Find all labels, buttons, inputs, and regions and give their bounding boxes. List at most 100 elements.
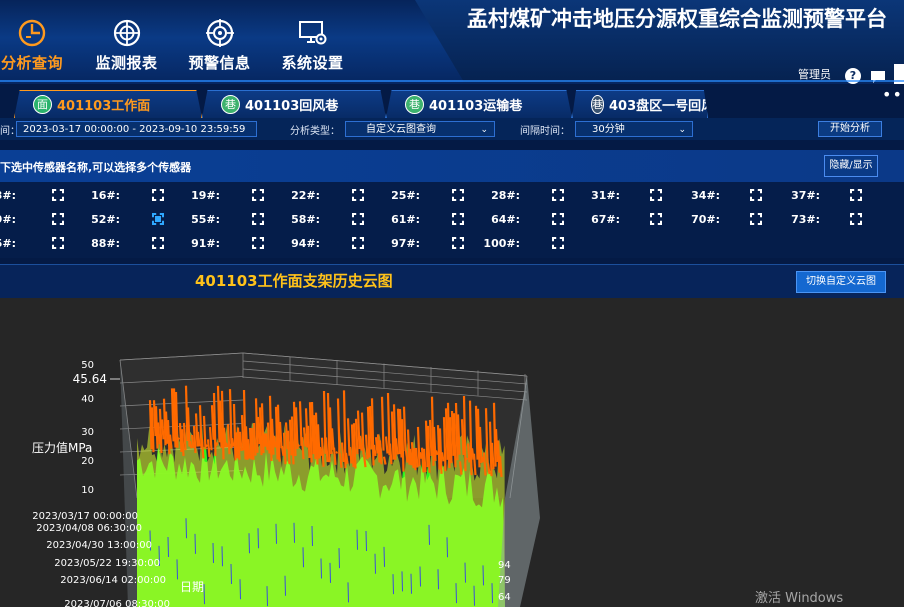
surface-peak (288, 419, 293, 456)
surface-peak (465, 457, 469, 461)
sensor-label: 22#: (291, 189, 320, 202)
surface-peak (170, 388, 175, 442)
sensor-checkbox[interactable] (750, 189, 762, 201)
sensor-checkbox[interactable] (152, 213, 164, 225)
date-tick-label: 2023/06/14 02:00:00 (60, 575, 166, 586)
nav-system-settings[interactable]: 系统设置 (266, 0, 359, 84)
surface-peak (205, 444, 209, 448)
grid-line (242, 360, 528, 385)
surface-peak (332, 447, 337, 465)
surface-peak (268, 395, 273, 462)
surface-peak (458, 461, 463, 475)
sensor-checkbox[interactable] (252, 213, 264, 225)
surface-low-streak (473, 585, 475, 606)
surface-peak (474, 405, 479, 460)
sensor-label: 28#: (491, 189, 520, 202)
sensor-checkbox[interactable] (52, 213, 64, 225)
surface-peak (426, 425, 431, 473)
date-tick-label: 2023/03/17 00:00:00 (32, 511, 138, 522)
surface-peak (262, 433, 267, 447)
surface-peak (236, 427, 241, 460)
sensor-checkbox[interactable] (352, 213, 364, 225)
surface-peak (396, 408, 401, 455)
surface-peak (290, 416, 295, 465)
surface-peak (148, 400, 153, 450)
surface-peak (220, 390, 225, 460)
fullscreen-icon[interactable] (894, 64, 904, 84)
nav-label: 预警信息 (188, 53, 251, 72)
sensor-checkbox[interactable] (352, 189, 364, 201)
surface-chart[interactable]: 50 40 30 20 10 45.64 压力值MPa 2023/03/17 00:00:00… (0, 298, 904, 607)
surface-peak (342, 390, 347, 469)
sensor-checkbox[interactable] (650, 189, 662, 201)
surface-low-streak (491, 583, 493, 604)
sensor-checkbox[interactable] (152, 237, 164, 249)
surface-peak (432, 426, 437, 461)
sensor-checkbox[interactable] (650, 213, 662, 225)
sensor-checkbox[interactable] (252, 189, 264, 201)
sensor-grid: 13#: 16#: 19#: 22#: 25#: 28#: 31#: 34#: 37#: 49#:… (0, 182, 904, 258)
surface-low-streak (365, 530, 367, 552)
analysis-type-select[interactable]: 自定义云图查询 ⌄ (345, 121, 495, 137)
surface-peak (150, 407, 155, 453)
surface-peak (352, 423, 357, 469)
surface-low-streak (167, 536, 169, 558)
tab-403-panel-return[interactable]: 巷 403盘区一号回风 (572, 90, 708, 118)
axis-line (242, 352, 528, 377)
sensor-checkbox[interactable] (352, 237, 364, 249)
nav-label: 系统设置 (281, 53, 344, 72)
surface-peak (258, 407, 263, 456)
surface-peak (384, 436, 389, 454)
nav-analysis-query[interactable]: 分析查询 (0, 0, 68, 84)
switch-custom-cloud-button[interactable]: 切换自定义云图 (796, 271, 886, 293)
admin-user[interactable]: 管理员 (798, 68, 831, 81)
sensor-checkbox[interactable] (850, 213, 862, 225)
sensor-checkbox[interactable] (452, 237, 464, 249)
sensor-checkbox[interactable] (52, 189, 64, 201)
sensor-checkbox[interactable] (552, 189, 564, 201)
surface-peak (316, 424, 321, 459)
surface-chart-svg[interactable]: 50 40 30 20 10 45.64 压力值MPa 2023/03/17 00:00:00… (0, 298, 904, 607)
surface-low-streak (302, 547, 304, 568)
tab-401103-haulage-roadway[interactable]: 巷 401103运输巷 (386, 90, 572, 118)
z-tick-label: 30 (81, 427, 94, 438)
nav-warning-info[interactable]: 预警信息 (173, 0, 266, 84)
surface-low-streak (347, 582, 349, 603)
sensor-checkbox[interactable] (552, 237, 564, 249)
surface-peak (326, 392, 331, 463)
sensor-checkbox[interactable] (252, 237, 264, 249)
z-readout-label: 45.64 (73, 372, 107, 386)
z-tick-label: 10 (81, 485, 94, 496)
sensor-checkbox[interactable] (750, 213, 762, 225)
surface-peak (412, 447, 417, 471)
start-analysis-button[interactable]: 开始分析 (818, 121, 882, 137)
surface-peak (240, 415, 245, 451)
surface-peak (452, 413, 457, 468)
sensor-panel-header: 下选中传感器名称,可以选择多个传感器 隐藏/显示 (0, 150, 904, 182)
nav-monitor-report[interactable]: 监测报表 (80, 0, 173, 84)
surface-peak (302, 427, 307, 447)
sensor-checkbox[interactable] (452, 189, 464, 201)
surface-peak (424, 420, 429, 468)
sensor-checkbox[interactable] (52, 237, 64, 249)
sensor-checkbox[interactable] (152, 189, 164, 201)
sensor-checkbox[interactable] (552, 213, 564, 225)
sensor-checkbox[interactable] (850, 189, 862, 201)
surface-peak (208, 427, 213, 451)
sensor-label: 73#: (791, 213, 820, 226)
tab-401103-workface[interactable]: 面 401103工作面 (14, 90, 202, 118)
tab-401103-return-roadway[interactable]: 巷 401103回风巷 (202, 90, 386, 118)
page-title: 孟村煤矿冲击地压分源权重综合监测预警平台 (467, 7, 887, 31)
surface-peak (154, 406, 159, 449)
date-range-input[interactable]: 2023-03-17 00:00:00 - 2023-09-10 23:59:5… (16, 121, 257, 137)
sensor-label: 37#: (791, 189, 820, 202)
surface-peak (164, 411, 169, 444)
surface-low-streak (149, 530, 151, 551)
toggle-sensor-panel-button[interactable]: 隐藏/显示 (824, 155, 878, 177)
surface-peak (368, 406, 373, 450)
interval-select[interactable]: 30分钟 ⌄ (575, 121, 693, 137)
surface-peak (466, 443, 471, 463)
sensor-label: 100#: (483, 237, 520, 250)
surface-low-streak (266, 586, 268, 607)
sensor-checkbox[interactable] (452, 213, 464, 225)
